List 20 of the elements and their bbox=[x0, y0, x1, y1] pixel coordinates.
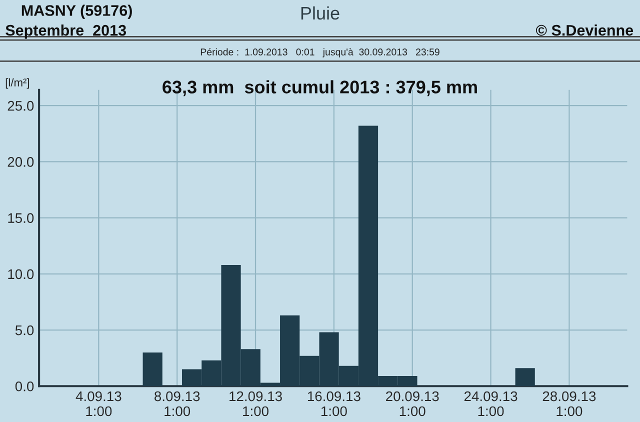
x-tick-label: 24.09.13 1:00 bbox=[464, 391, 518, 416]
y-tick-label: 5.0 bbox=[15, 325, 34, 336]
x-tick-label: 16.09.13 1:00 bbox=[308, 391, 360, 416]
y-tick-label: 15.0 bbox=[8, 213, 34, 223]
x-tick-label: 12.09.13 1:00 bbox=[230, 391, 282, 416]
chart-title: Pluie bbox=[301, 6, 340, 20]
y-axis-title: [l/m²] bbox=[6, 78, 30, 89]
text: Septembre 2013 bbox=[6, 24, 126, 39]
y-tick-label: 25.0 bbox=[8, 100, 34, 111]
x-tick-label: 4.09.13 1:00 bbox=[76, 391, 122, 416]
text: © S.Devienne bbox=[536, 24, 634, 36]
y-tick-label: 10.0 bbox=[8, 269, 34, 280]
x-tick-label: 28.09.13 1:00 bbox=[542, 391, 596, 416]
y-tick-label: 0.0 bbox=[15, 381, 34, 392]
chart-subtitle: Période : 1.09.2013 0:01 jusqu'à 30.09.2013 23:59 bbox=[200, 48, 440, 58]
annotation: 63,3 mm soit cumul 2013 : 379,5 mm bbox=[162, 80, 477, 96]
y-tick-label: 20.0 bbox=[8, 157, 34, 167]
x-tick-label: 8.09.13 1:00 bbox=[154, 391, 200, 416]
text: MASNY (59176) bbox=[22, 4, 132, 19]
x-tick-label: 20.09.13 1:00 bbox=[386, 391, 439, 416]
